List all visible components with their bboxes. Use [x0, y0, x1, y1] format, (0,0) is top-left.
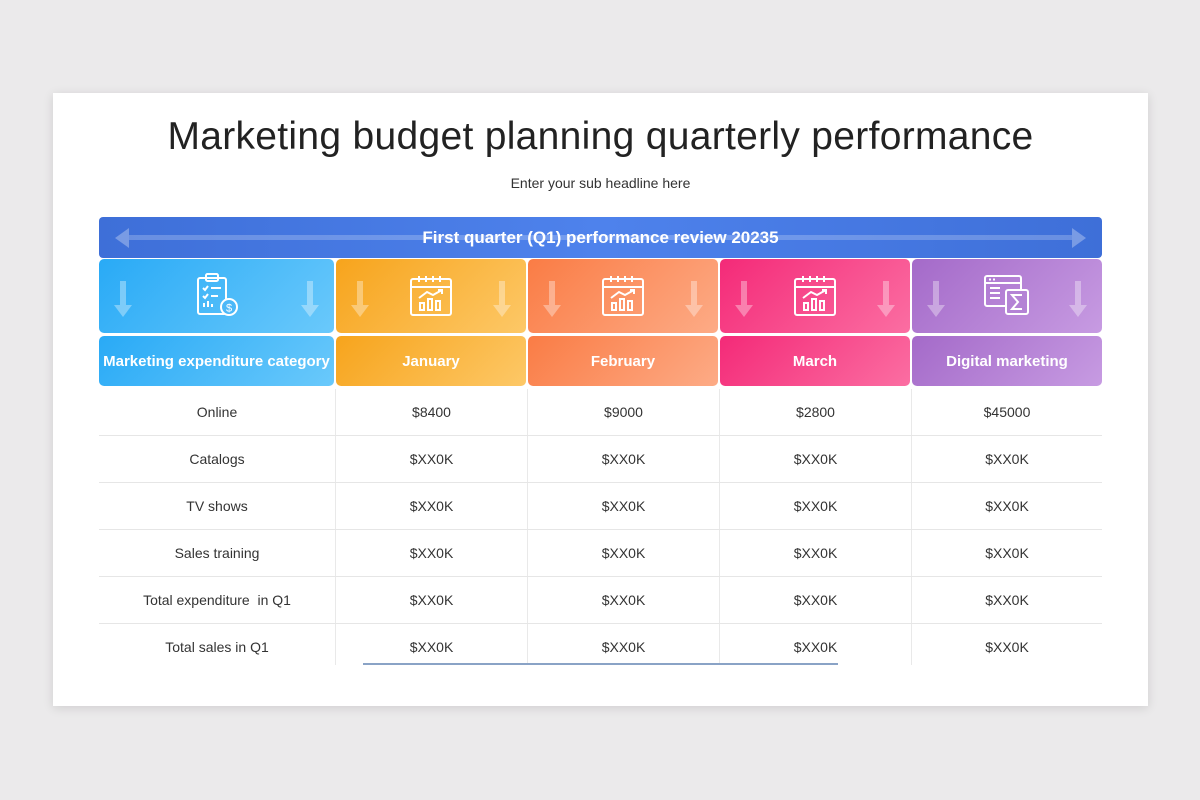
table-cell: $XX0K [409, 498, 454, 514]
table-cell: $XX0K [409, 451, 454, 467]
column-divider [911, 389, 912, 665]
data-table: Online $8400 $9000 $2800 $45000 Catalogs… [99, 389, 1102, 670]
icon-card-march [720, 259, 910, 333]
row-category: Total expenditure in Q1 [143, 592, 291, 608]
down-arrow-icon [877, 281, 895, 321]
header-march: March [720, 336, 910, 386]
table-cell: $XX0K [985, 498, 1029, 514]
header-digital-marketing: Digital marketing [912, 336, 1102, 386]
row-category: Online [196, 404, 238, 420]
table-cell: $XX0K [793, 592, 838, 608]
quarter-banner: First quarter (Q1) performance review 20… [99, 217, 1102, 258]
header-january: January [336, 336, 526, 386]
down-arrow-icon [543, 281, 561, 321]
header-february: February [528, 336, 718, 386]
clipboard-dollar-icon: $ [196, 273, 238, 316]
down-arrow-icon [735, 281, 753, 321]
table-cell: $XX0K [601, 545, 646, 561]
page-title: Marketing budget planning quarterly perf… [167, 115, 1034, 158]
row-category: TV shows [186, 498, 248, 514]
table-cell: $XX0K [985, 639, 1029, 655]
down-arrow-icon [114, 281, 132, 321]
table-row: Catalogs $XX0K $XX0K $XX0K $XX0K [99, 436, 1102, 483]
down-arrow-icon [685, 281, 703, 321]
table-cell: $XX0K [409, 592, 454, 608]
table-cell: $2800 [796, 404, 835, 420]
table-underline [363, 663, 838, 665]
table-row: Sales training $XX0K $XX0K $XX0K $XX0K [99, 530, 1102, 577]
down-arrow-icon [351, 281, 369, 321]
icon-card-category: $ [99, 259, 334, 333]
banner-text: First quarter (Q1) performance review 20… [422, 227, 779, 247]
table-cell: $XX0K [793, 639, 838, 655]
svg-text:$: $ [225, 303, 231, 315]
table-cell: $XX0K [793, 451, 838, 467]
arrow-right-icon [1072, 228, 1086, 248]
table-cell: $XX0K [601, 498, 646, 514]
spreadsheet-sigma-icon [984, 275, 1029, 315]
calendar-chart-icon [794, 276, 836, 316]
table-cell: $XX0K [409, 639, 454, 655]
table-cell: $45000 [983, 404, 1031, 420]
table-cell: $XX0K [601, 639, 646, 655]
down-arrow-icon [927, 281, 945, 321]
row-category: Total sales in Q1 [165, 639, 269, 655]
table-cell: $XX0K [793, 498, 838, 514]
column-divider [719, 389, 720, 665]
icon-card-february [528, 259, 718, 333]
table-row: Total expenditure in Q1 $XX0K $XX0K $XX0… [99, 577, 1102, 624]
table-row: TV shows $XX0K $XX0K $XX0K $XX0K [99, 483, 1102, 530]
table-row: Total sales in Q1 $XX0K $XX0K $XX0K $XX0… [99, 624, 1102, 670]
down-arrow-icon [301, 281, 319, 321]
table-cell: $XX0K [601, 592, 646, 608]
calendar-chart-icon [410, 276, 452, 316]
banner-arrow-line [129, 235, 1072, 240]
table-cell: $XX0K [601, 451, 646, 467]
table-row: Online $8400 $9000 $2800 $45000 [99, 389, 1102, 436]
calendar-chart-icon [602, 276, 644, 316]
down-arrow-icon [1069, 281, 1087, 321]
header-category: Marketing expenditure category [99, 336, 334, 386]
row-category: Catalogs [189, 451, 245, 467]
column-divider [527, 389, 528, 665]
table-cell: $XX0K [409, 545, 454, 561]
table-cell: $XX0K [985, 451, 1029, 467]
row-category: Sales training [174, 545, 260, 561]
table-cell: $8400 [412, 404, 451, 420]
icon-card-january [336, 259, 526, 333]
table-cell: $XX0K [985, 545, 1029, 561]
page-subtitle: Enter your sub headline here [510, 175, 691, 191]
icon-card-digital [912, 259, 1102, 333]
table-cell: $XX0K [985, 592, 1029, 608]
table-cell: $XX0K [793, 545, 838, 561]
down-arrow-icon [493, 281, 511, 321]
table-cell: $9000 [604, 404, 643, 420]
slide: Marketing budget planning quarterly perf… [53, 93, 1148, 706]
column-divider [335, 389, 336, 665]
arrow-left-icon [115, 228, 129, 248]
